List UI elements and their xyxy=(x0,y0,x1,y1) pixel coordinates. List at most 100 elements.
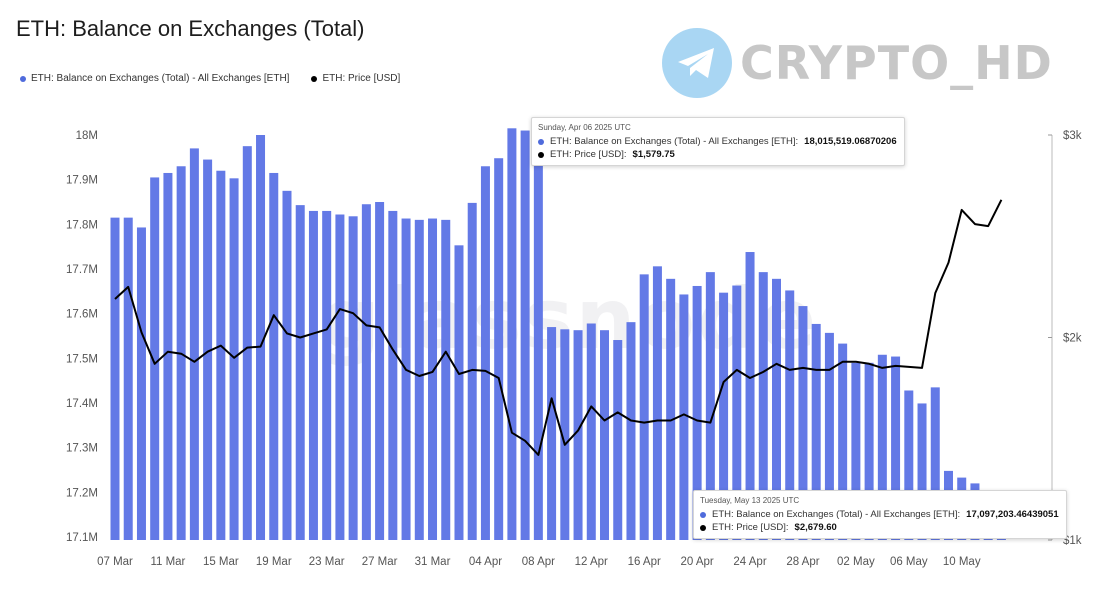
x-tick-label: 23 Mar xyxy=(309,556,345,568)
bar xyxy=(692,285,702,540)
bar xyxy=(414,219,424,540)
x-tick-label: 11 Mar xyxy=(150,556,185,568)
bar xyxy=(679,294,689,540)
x-tick-label: 28 Apr xyxy=(786,556,819,568)
x-tick-label: 12 Apr xyxy=(575,556,608,568)
bar xyxy=(547,327,557,540)
bar xyxy=(838,343,848,540)
x-tick-label: 10 May xyxy=(943,556,981,568)
bar xyxy=(242,146,252,540)
bar xyxy=(573,330,583,540)
y-tick-label: 17.4M xyxy=(66,398,98,410)
bar xyxy=(256,135,266,540)
x-tick-label: 31 Mar xyxy=(415,556,451,568)
y-tick-label: 17.1M xyxy=(66,532,98,544)
left-axis: 18M 17.9M 17.8M 17.7M 17.6M 17.5M 17.4M 17.3M 17… xyxy=(66,130,98,544)
brand-logo: CRYPTO_HD xyxy=(662,28,1053,98)
bar xyxy=(308,210,318,540)
bar xyxy=(732,285,742,540)
y-tick-label: 17.8M xyxy=(66,219,98,231)
bar xyxy=(375,202,385,540)
bar xyxy=(600,330,610,540)
bar xyxy=(626,322,636,540)
price-marker xyxy=(538,151,544,158)
bar xyxy=(388,210,398,540)
right-tick-label: $1k xyxy=(1063,535,1082,547)
bar xyxy=(930,387,940,540)
bar xyxy=(216,170,226,540)
bar xyxy=(507,128,517,541)
x-tick-label: 07 Mar xyxy=(97,556,133,568)
bar xyxy=(533,130,543,541)
bar xyxy=(613,340,623,540)
legend-label-price: ETH: Price [USD] xyxy=(322,73,401,84)
x-tick-label: 19 Mar xyxy=(256,556,292,568)
tooltip-price-row: ETH: Price [USD]: $2,679.60 xyxy=(700,521,1059,534)
y-tick-label: 17.7M xyxy=(66,264,98,276)
tooltip-balance-label: ETH: Balance on Exchanges (Total) - All … xyxy=(712,509,961,520)
bar xyxy=(269,172,279,540)
brand-text: CRYPTO_HD xyxy=(740,36,1053,90)
x-tick-label: 24 Apr xyxy=(733,556,766,568)
bar xyxy=(441,219,451,540)
bar xyxy=(163,172,173,540)
bar xyxy=(745,252,755,540)
price-marker xyxy=(700,524,706,531)
bar xyxy=(904,390,914,540)
y-tick-label: 17.3M xyxy=(66,443,98,455)
right-tick-label: $2k xyxy=(1063,333,1082,345)
bar xyxy=(851,362,861,540)
y-tick-label: 17.6M xyxy=(66,309,98,321)
bar xyxy=(719,292,729,540)
bar xyxy=(891,356,901,540)
balance-marker xyxy=(538,138,544,145)
x-tick-label: 20 Apr xyxy=(680,556,713,568)
bar xyxy=(361,204,371,540)
x-tick-label: 08 Apr xyxy=(522,556,555,568)
bar xyxy=(864,362,874,540)
bar xyxy=(811,323,821,540)
tooltip-date: Tuesday, May 13 2025 UTC xyxy=(700,496,800,505)
legend-item-balance[interactable]: ETH: Balance on Exchanges (Total) - All … xyxy=(20,73,289,84)
legend-marker-balance xyxy=(20,75,26,82)
bar xyxy=(494,158,504,540)
bar xyxy=(480,166,490,540)
y-tick-label: 17.5M xyxy=(66,353,98,365)
x-tick-label: 02 May xyxy=(837,556,875,568)
chart-title: ETH: Balance on Exchanges (Total) xyxy=(16,16,365,41)
bar xyxy=(150,177,160,540)
bar xyxy=(798,306,808,540)
bar xyxy=(560,329,570,540)
bar xyxy=(348,216,358,540)
price-line xyxy=(114,199,1003,456)
x-tick-label: 15 Mar xyxy=(203,556,239,568)
bar xyxy=(877,354,887,540)
tooltip-price-value: $1,579.75 xyxy=(632,149,675,160)
bar xyxy=(772,278,781,540)
balance-marker xyxy=(700,511,706,518)
bar xyxy=(454,245,464,540)
tooltip-balance-row: ETH: Balance on Exchanges (Total) - All … xyxy=(700,508,1059,521)
y-tick-label: 18M xyxy=(76,130,98,142)
x-axis: 07 Mar 11 Mar 15 Mar 19 Mar 23 Mar 27 Mar 31 M… xyxy=(97,556,981,568)
bar xyxy=(322,210,332,540)
x-tick-label: 04 Apr xyxy=(469,556,502,568)
bar xyxy=(586,323,596,540)
legend-item-price[interactable]: ETH: Price [USD] xyxy=(311,73,400,84)
tooltip-price-row: ETH: Price [USD]: $1,579.75 xyxy=(538,148,897,161)
y-tick-label: 17.9M xyxy=(66,175,98,187)
bar xyxy=(136,227,146,540)
bar xyxy=(467,202,477,541)
bar xyxy=(401,218,411,540)
bar xyxy=(123,217,133,540)
y-tick-label: 17.2M xyxy=(66,487,98,499)
legend-marker-price xyxy=(311,75,318,82)
bar xyxy=(203,159,213,541)
tooltip-price-label: ETH: Price [USD]: xyxy=(712,522,789,533)
tooltip-apr06: Sunday, Apr 06 2025 UTC ETH: Balance on … xyxy=(531,117,905,166)
tooltip-balance-value: 18,015,519.06870206 xyxy=(804,136,897,147)
bar xyxy=(428,218,438,540)
bar xyxy=(229,178,239,540)
bar xyxy=(666,278,676,540)
bar-series xyxy=(110,128,1006,541)
